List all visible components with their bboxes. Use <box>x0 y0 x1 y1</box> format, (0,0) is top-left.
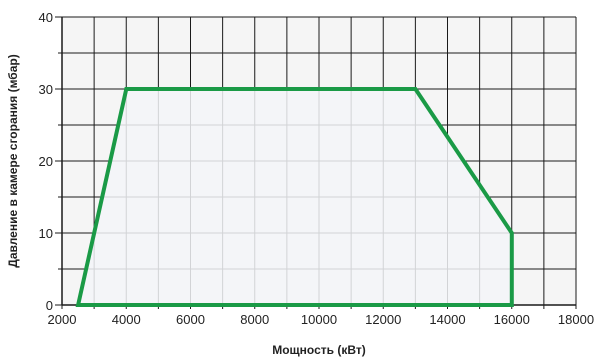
x-tick-label: 2000 <box>48 312 77 327</box>
x-tick-label: 10000 <box>301 312 337 327</box>
y-tick-label: 40 <box>39 10 53 25</box>
y-axis-title: Давление в камере сгорания (мбар) <box>6 54 20 267</box>
x-tick-label: 8000 <box>240 312 269 327</box>
y-tick-label: 10 <box>39 226 53 241</box>
x-tick-label: 14000 <box>429 312 465 327</box>
x-tick-label: 4000 <box>112 312 141 327</box>
x-tick-label: 12000 <box>365 312 401 327</box>
envelope-line <box>75 87 514 307</box>
envelope-area <box>78 89 512 305</box>
x-tick-labels: 2000 4000 6000 8000 10000 12000 14000 16000 1800… <box>48 312 595 327</box>
x-tick-label: 6000 <box>176 312 205 327</box>
y-tick-labels: 0 10 20 30 40 <box>39 10 53 313</box>
y-tick-label: 30 <box>39 82 53 97</box>
y-tick-label: 20 <box>39 154 53 169</box>
x-tick-label: 18000 <box>558 312 594 327</box>
x-axis-title: Мощность (кВт) <box>272 343 366 357</box>
x-tick-label: 16000 <box>494 312 530 327</box>
y-tick-label: 0 <box>46 298 53 313</box>
